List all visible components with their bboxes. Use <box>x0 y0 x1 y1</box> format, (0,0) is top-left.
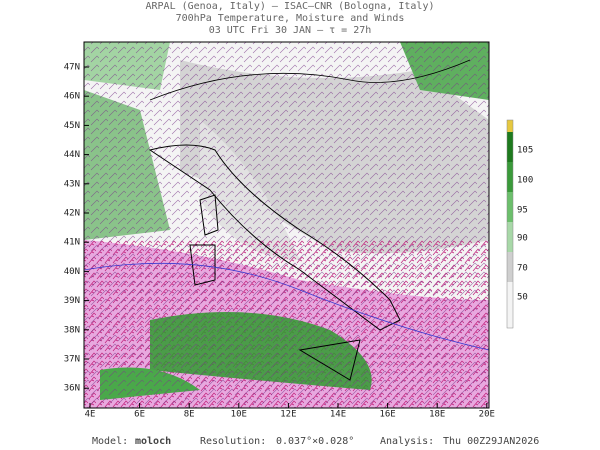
lat-label: 42N <box>64 209 80 219</box>
lat-label: 40N <box>64 267 80 277</box>
lat-label: 41N <box>64 238 80 248</box>
lat-label: 36N <box>64 384 80 394</box>
colorbar <box>506 119 514 329</box>
lon-label: 4E <box>85 410 96 420</box>
lon-label: 6E <box>134 410 145 420</box>
lon-label: 18E <box>429 410 445 420</box>
lat-label: 47N <box>64 63 80 73</box>
map <box>84 42 489 408</box>
lat-label: 38N <box>64 325 80 335</box>
footer-label: Analysis: <box>380 436 434 447</box>
lat-label: 45N <box>64 121 80 131</box>
colorbar-label: 100 <box>517 176 533 186</box>
lon-label: 20E <box>479 410 495 420</box>
lat-label: 39N <box>64 296 80 306</box>
footer-label: Model: <box>92 436 128 447</box>
colorbar-label: 105 <box>517 146 533 156</box>
lon-label: 12E <box>280 410 296 420</box>
lon-label: 16E <box>379 410 395 420</box>
map-frame <box>83 41 490 409</box>
lat-label: 43N <box>64 179 80 189</box>
colorbar-label: 70 <box>517 264 528 274</box>
lon-label: 8E <box>184 410 195 420</box>
lat-label: 46N <box>64 92 80 102</box>
lon-label: 14E <box>330 410 346 420</box>
header-line: ARPAL (Genoa, Italy) – ISAC–CNR (Bologna… <box>146 1 435 12</box>
footer-value: moloch <box>135 436 171 447</box>
header-line: 700hPa Temperature, Moisture and Winds <box>176 13 405 24</box>
header-line: 03 UTC Fri 30 JAN – τ = 27h <box>209 25 372 36</box>
footer-value: Thu 00Z29JAN2026 <box>443 436 539 447</box>
lat-label: 37N <box>64 355 80 365</box>
colorbar-label: 90 <box>517 234 528 244</box>
colorbar-label: 95 <box>517 206 528 216</box>
footer-value: 0.037°×0.028° <box>276 436 354 447</box>
footer-label: Resolution: <box>200 436 266 447</box>
lat-label: 44N <box>64 150 80 160</box>
lon-label: 10E <box>231 410 247 420</box>
colorbar-label: 50 <box>517 293 528 303</box>
